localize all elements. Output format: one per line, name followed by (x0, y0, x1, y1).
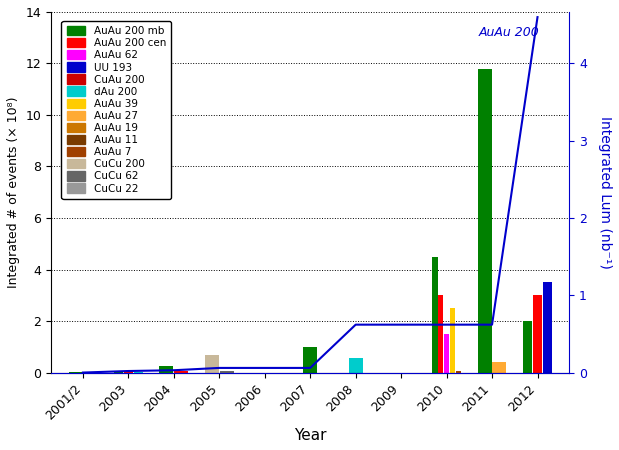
Bar (220, 371, 234, 373)
Bar (456, 371, 461, 373)
Bar (134, 372, 143, 373)
Bar (432, 256, 438, 373)
Legend: AuAu 200 mb, AuAu 200 cen, AuAu 62, UU 193, CuAu 200, dAu 200, AuAu 39, AuAu 27,: AuAu 200 mb, AuAu 200 cen, AuAu 62, UU 1… (61, 21, 171, 199)
X-axis label: Year: Year (294, 428, 326, 443)
Bar (444, 334, 449, 373)
Bar (114, 372, 123, 373)
Bar (533, 295, 542, 373)
Bar (69, 372, 82, 373)
Bar (205, 355, 219, 373)
Bar (478, 68, 491, 373)
Y-axis label: Integrated # of events (× 10⁸): Integrated # of events (× 10⁸) (7, 96, 20, 288)
Bar (438, 295, 443, 373)
Bar (174, 371, 188, 373)
Bar (449, 308, 456, 373)
Bar (124, 372, 133, 373)
Bar (84, 372, 97, 373)
Text: AuAu 200: AuAu 200 (478, 27, 539, 40)
Bar (543, 283, 552, 373)
Bar (348, 358, 363, 373)
Bar (303, 347, 317, 373)
Bar (493, 362, 506, 373)
Bar (523, 321, 532, 373)
Bar (160, 366, 173, 373)
Y-axis label: Integrated Lum (nb⁻¹): Integrated Lum (nb⁻¹) (598, 116, 612, 269)
